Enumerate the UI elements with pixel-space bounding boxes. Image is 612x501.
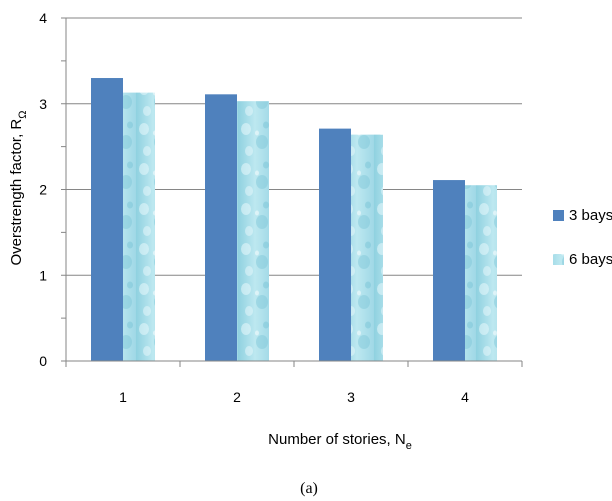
legend: 3 bays 6 bays bbox=[553, 207, 612, 268]
bar-6-bays-1 bbox=[123, 92, 155, 361]
legend-swatch-3-bays bbox=[553, 210, 564, 221]
x-tick-label: 3 bbox=[347, 389, 355, 405]
bar-3-bays-1 bbox=[91, 78, 123, 362]
bar-6-bays-2 bbox=[237, 101, 269, 362]
x-axis-title: Number of stories, Ne bbox=[268, 431, 412, 452]
bars bbox=[91, 78, 497, 362]
legend-swatch-6-bays bbox=[553, 254, 564, 265]
bar-6-bays-3 bbox=[351, 134, 383, 361]
x-tick-label: 1 bbox=[119, 389, 127, 405]
tick-labels: 0 1 2 3 4 1 2 3 4 bbox=[39, 10, 469, 405]
legend-label-3-bays: 3 bays bbox=[569, 207, 612, 224]
y-tick-label: 0 bbox=[39, 353, 47, 369]
y-tick-label: 2 bbox=[39, 182, 47, 198]
y-axis-title: Overstrength factor, RΩ bbox=[8, 111, 29, 266]
bar-3-bays-3 bbox=[319, 128, 351, 361]
bar-6-bays-4 bbox=[465, 185, 497, 361]
x-axis-title-subscript: e bbox=[406, 440, 412, 452]
x-tick-label: 4 bbox=[461, 389, 469, 405]
axis-ticks bbox=[61, 17, 523, 367]
y-tick-label: 3 bbox=[39, 96, 47, 112]
bar-3-bays-4 bbox=[433, 180, 465, 361]
y-tick-label: 1 bbox=[39, 267, 47, 283]
figure-caption: (a) bbox=[300, 480, 318, 497]
bar-3-bays-2 bbox=[205, 94, 237, 361]
y-axis-title-subscript: Ω bbox=[17, 111, 29, 119]
x-tick-label: 2 bbox=[233, 389, 241, 405]
y-tick-label: 4 bbox=[39, 10, 47, 26]
legend-label-6-bays: 6 bays bbox=[569, 251, 612, 268]
